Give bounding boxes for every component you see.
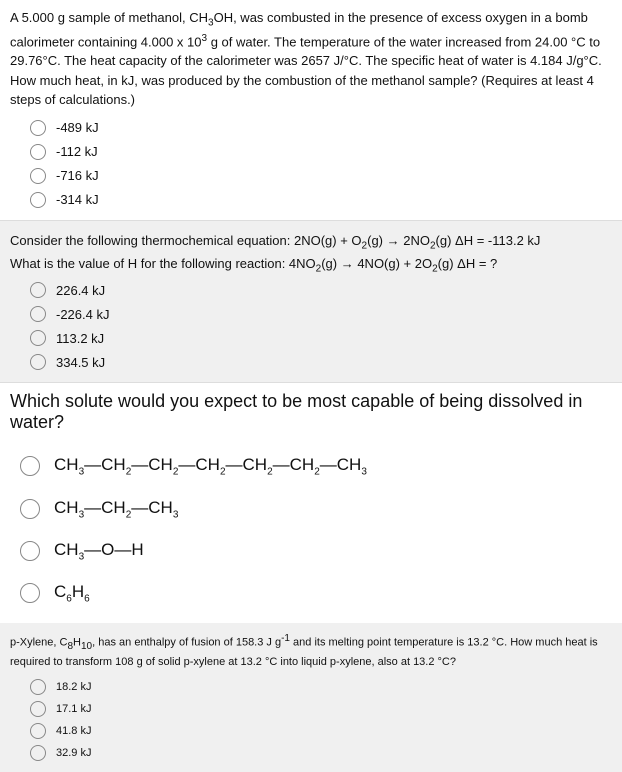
- question-1: A 5.000 g sample of methanol, CH3OH, was…: [0, 0, 622, 221]
- q2-l1-b: (g) → 2NO: [367, 233, 430, 248]
- q2-line-2: What is the value of H for the following…: [10, 256, 612, 275]
- q3-option-4[interactable]: C6H6: [10, 572, 612, 614]
- option-label: -314 kJ: [56, 192, 99, 207]
- q1-option-3[interactable]: -716 kJ: [10, 164, 612, 188]
- q2-l2-a: What is the value of H for the following…: [10, 256, 316, 271]
- radio-icon[interactable]: [30, 306, 46, 322]
- option-label: -226.4 kJ: [56, 307, 109, 322]
- radio-icon[interactable]: [30, 679, 46, 695]
- radio-icon[interactable]: [30, 144, 46, 160]
- radio-icon[interactable]: [30, 282, 46, 298]
- q1-text-part-1: A 5.000 g sample of methanol, CH: [10, 10, 208, 25]
- question-3: CH3—CH2—CH2—CH2—CH2—CH2—CH3 CH3—CH2—CH3 …: [0, 437, 622, 623]
- radio-icon[interactable]: [30, 168, 46, 184]
- q4-option-3[interactable]: 41.8 kJ: [10, 720, 612, 742]
- q2-option-3[interactable]: 113.2 kJ: [10, 326, 612, 350]
- radio-icon[interactable]: [30, 192, 46, 208]
- q2-option-1[interactable]: 226.4 kJ: [10, 278, 612, 302]
- q3-option-3[interactable]: CH3—O—H: [10, 530, 612, 572]
- option-label: 226.4 kJ: [56, 283, 105, 298]
- radio-icon[interactable]: [30, 330, 46, 346]
- option-label: 18.2 kJ: [56, 681, 91, 693]
- radio-icon[interactable]: [30, 745, 46, 761]
- q4-text: p-Xylene, C8H10, has an enthalpy of fusi…: [10, 631, 612, 670]
- q2-l1-a: Consider the following thermochemical eq…: [10, 233, 362, 248]
- option-label: -716 kJ: [56, 168, 99, 183]
- sub-10: 10: [81, 641, 92, 652]
- q4-option-1[interactable]: 18.2 kJ: [10, 676, 612, 698]
- question-2: Consider the following thermochemical eq…: [0, 221, 622, 383]
- radio-icon[interactable]: [20, 456, 40, 476]
- q3-header: Which solute would you expect to be most…: [0, 383, 622, 437]
- option-label: 17.1 kJ: [56, 703, 91, 715]
- q4-b: H: [73, 636, 81, 648]
- radio-icon[interactable]: [30, 354, 46, 370]
- q4-option-2[interactable]: 17.1 kJ: [10, 698, 612, 720]
- question-4: p-Xylene, C8H10, has an enthalpy of fusi…: [0, 623, 622, 772]
- q4-option-4[interactable]: 32.9 kJ: [10, 742, 612, 764]
- option-label: 334.5 kJ: [56, 355, 105, 370]
- q2-line-1: Consider the following thermochemical eq…: [10, 233, 612, 252]
- q2-l2-c: (g) ΔH = ?: [438, 256, 498, 271]
- option-label: CH3—CH2—CH2—CH2—CH2—CH2—CH3: [54, 455, 367, 477]
- q4-c: , has an enthalpy of fusion of 158.3 J g: [92, 636, 281, 648]
- q2-option-2[interactable]: -226.4 kJ: [10, 302, 612, 326]
- q1-option-2[interactable]: -112 kJ: [10, 140, 612, 164]
- q1-option-4[interactable]: -314 kJ: [10, 188, 612, 212]
- option-label: C6H6: [54, 582, 90, 604]
- option-label: 32.9 kJ: [56, 747, 91, 759]
- q1-text: A 5.000 g sample of methanol, CH3OH, was…: [10, 8, 612, 110]
- option-label: 113.2 kJ: [56, 331, 104, 346]
- option-label: CH3—O—H: [54, 540, 144, 562]
- sup-neg1: -1: [281, 633, 290, 644]
- q2-option-4[interactable]: 334.5 kJ: [10, 350, 612, 374]
- radio-icon[interactable]: [20, 583, 40, 603]
- option-label: -112 kJ: [56, 144, 98, 159]
- option-label: -489 kJ: [56, 120, 99, 135]
- radio-icon[interactable]: [20, 541, 40, 561]
- radio-icon[interactable]: [30, 723, 46, 739]
- radio-icon[interactable]: [20, 499, 40, 519]
- q3-option-2[interactable]: CH3—CH2—CH3: [10, 488, 612, 530]
- q4-a: p-Xylene, C: [10, 636, 67, 648]
- q2-l1-c: (g) ΔH = -113.2 kJ: [436, 233, 541, 248]
- q2-l2-b: (g) → 4NO(g) + 2O: [321, 256, 432, 271]
- radio-icon[interactable]: [30, 120, 46, 136]
- option-label: 41.8 kJ: [56, 725, 91, 737]
- option-label: CH3—CH2—CH3: [54, 498, 178, 520]
- q3-option-1[interactable]: CH3—CH2—CH2—CH2—CH2—CH2—CH3: [10, 445, 612, 487]
- q1-option-1[interactable]: -489 kJ: [10, 116, 612, 140]
- radio-icon[interactable]: [30, 701, 46, 717]
